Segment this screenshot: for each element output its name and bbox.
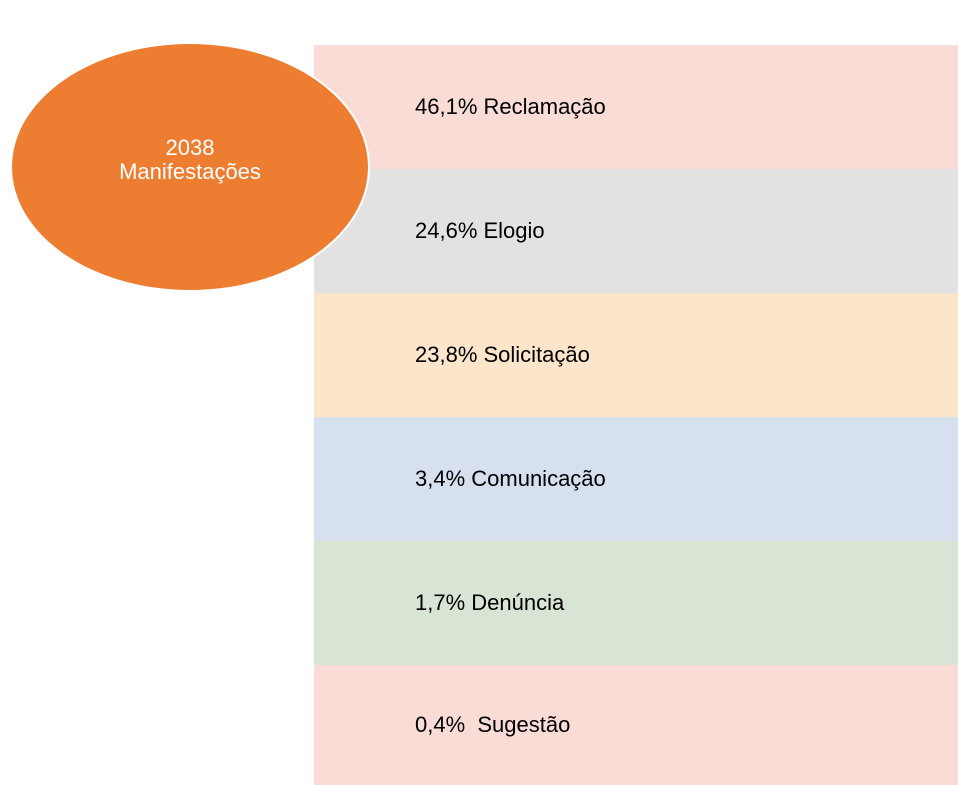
category-row: 3,4% Comunicação [314,417,958,541]
total-count: 2038 [165,135,215,160]
category-label: 23,8% Solicitação [415,342,590,367]
category-label: 3,4% Comunicação [415,466,606,491]
category-row: 1,7% Denúncia [314,541,958,665]
category-row: 24,6% Elogio [314,169,958,293]
category-row: 46,1% Reclamação [314,45,958,169]
category-row: 23,8% Solicitação [314,293,958,417]
category-label: 1,7% Denúncia [415,590,565,615]
category-label: 46,1% Reclamação [415,94,606,119]
total-bubble: 2038 Manifestações [10,42,370,292]
category-label: 0,4% Sugestão [415,712,571,737]
category-row: 0,4% Sugestão [314,665,958,785]
total-label: Manifestações [119,159,261,184]
category-label: 24,6% Elogio [415,218,545,243]
